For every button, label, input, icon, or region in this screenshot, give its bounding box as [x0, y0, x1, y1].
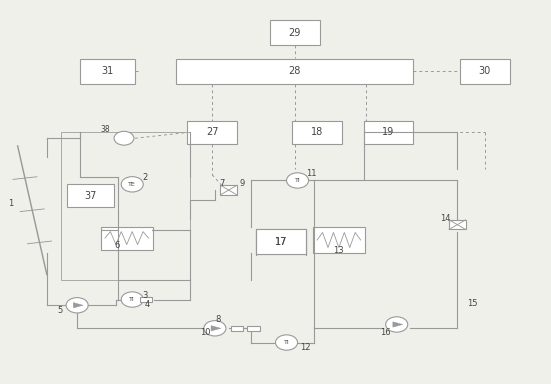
- Circle shape: [276, 335, 298, 350]
- Text: 9: 9: [240, 179, 245, 189]
- Text: 11: 11: [306, 169, 317, 178]
- Circle shape: [386, 317, 408, 332]
- Text: 7: 7: [219, 179, 224, 188]
- Text: 8: 8: [215, 315, 220, 324]
- Text: 28: 28: [289, 66, 301, 76]
- Bar: [220, 185, 237, 195]
- Text: 27: 27: [206, 127, 218, 137]
- Text: 31: 31: [101, 66, 114, 76]
- Text: TI: TI: [129, 297, 135, 302]
- Text: 10: 10: [199, 328, 210, 338]
- Bar: [247, 326, 260, 331]
- Bar: [292, 121, 342, 144]
- Text: TI: TI: [284, 340, 289, 345]
- Text: 29: 29: [289, 28, 301, 38]
- Text: 30: 30: [479, 66, 491, 76]
- Text: 6: 6: [115, 241, 120, 250]
- Circle shape: [204, 321, 226, 336]
- Circle shape: [66, 298, 88, 313]
- Text: 17: 17: [275, 237, 287, 247]
- Text: 1: 1: [8, 199, 14, 208]
- Bar: [449, 220, 466, 230]
- Bar: [187, 121, 237, 144]
- Text: 19: 19: [382, 127, 395, 137]
- Text: TE: TE: [128, 182, 136, 187]
- Text: 14: 14: [440, 214, 451, 223]
- Polygon shape: [211, 326, 221, 331]
- Text: 2: 2: [142, 173, 148, 182]
- Bar: [80, 59, 135, 84]
- Circle shape: [121, 177, 143, 192]
- Circle shape: [114, 131, 134, 145]
- Text: 18: 18: [311, 127, 323, 137]
- Bar: [61, 132, 190, 280]
- Text: 17: 17: [275, 237, 287, 247]
- Circle shape: [287, 173, 309, 188]
- Text: 13: 13: [333, 246, 344, 255]
- Bar: [67, 184, 115, 207]
- Bar: [313, 227, 365, 253]
- Bar: [140, 297, 152, 302]
- Text: 37: 37: [85, 191, 97, 201]
- Text: 16: 16: [380, 328, 391, 338]
- Bar: [256, 229, 306, 254]
- Bar: [270, 20, 320, 45]
- Bar: [176, 59, 413, 84]
- Text: TI: TI: [295, 178, 300, 183]
- Bar: [256, 229, 306, 254]
- Bar: [231, 326, 243, 331]
- Text: 15: 15: [467, 299, 478, 308]
- Polygon shape: [393, 322, 403, 327]
- Polygon shape: [73, 303, 83, 308]
- Text: 12: 12: [300, 343, 311, 352]
- Text: 38: 38: [101, 126, 110, 134]
- Text: 5: 5: [57, 306, 62, 315]
- Bar: [460, 59, 510, 84]
- Text: 3: 3: [142, 291, 148, 300]
- Circle shape: [121, 292, 143, 307]
- Bar: [364, 121, 413, 144]
- Text: 4: 4: [145, 300, 150, 309]
- Bar: [100, 227, 153, 250]
